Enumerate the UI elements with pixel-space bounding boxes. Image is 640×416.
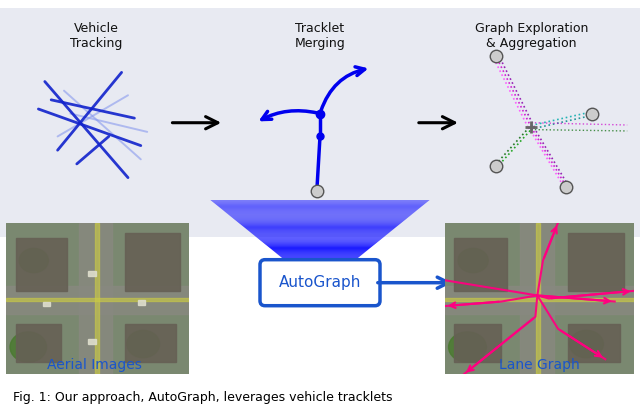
Polygon shape	[276, 253, 364, 254]
Polygon shape	[250, 232, 390, 233]
Circle shape	[570, 330, 604, 358]
Polygon shape	[285, 260, 355, 262]
Text: Graph Exploration
& Aggregation: Graph Exploration & Aggregation	[474, 22, 588, 50]
Polygon shape	[215, 204, 425, 205]
Polygon shape	[262, 242, 378, 243]
Polygon shape	[245, 228, 395, 229]
Bar	[454, 238, 507, 291]
Bar	[15, 324, 61, 362]
Polygon shape	[219, 207, 421, 208]
Polygon shape	[241, 225, 399, 226]
Circle shape	[458, 248, 488, 272]
Polygon shape	[270, 248, 370, 249]
Polygon shape	[239, 223, 401, 224]
Bar	[125, 233, 180, 291]
Bar	[568, 324, 620, 362]
Bar	[43, 302, 50, 306]
Polygon shape	[271, 249, 369, 250]
Polygon shape	[230, 215, 410, 216]
Polygon shape	[216, 205, 424, 206]
Polygon shape	[220, 208, 420, 209]
Polygon shape	[268, 246, 372, 247]
Bar	[15, 238, 67, 291]
Polygon shape	[258, 238, 382, 240]
Polygon shape	[269, 247, 371, 248]
Bar	[445, 298, 634, 301]
Polygon shape	[240, 224, 400, 225]
Polygon shape	[243, 226, 397, 227]
Polygon shape	[254, 235, 386, 236]
Polygon shape	[249, 231, 391, 232]
Polygon shape	[275, 252, 365, 253]
Text: Fig. 1: Our approach, AutoGraph, leverages vehicle tracklets: Fig. 1: Our approach, AutoGraph, leverag…	[13, 391, 392, 404]
Polygon shape	[248, 230, 392, 231]
Bar	[88, 339, 96, 344]
Polygon shape	[234, 218, 406, 220]
Circle shape	[19, 248, 49, 272]
Polygon shape	[221, 209, 419, 210]
Polygon shape	[224, 211, 416, 212]
Polygon shape	[246, 229, 394, 230]
FancyBboxPatch shape	[260, 260, 380, 306]
Bar	[568, 233, 624, 291]
Bar	[95, 223, 99, 374]
Polygon shape	[211, 201, 429, 202]
Bar	[6, 286, 189, 314]
Polygon shape	[283, 258, 357, 260]
Text: AutoGraph: AutoGraph	[279, 275, 361, 290]
Polygon shape	[244, 227, 396, 228]
Text: Vehicle
Tracking: Vehicle Tracking	[70, 22, 122, 50]
Polygon shape	[263, 243, 377, 244]
Polygon shape	[252, 233, 388, 234]
Circle shape	[449, 332, 486, 362]
Bar	[536, 223, 540, 374]
Polygon shape	[266, 245, 374, 246]
Bar	[138, 300, 145, 305]
Polygon shape	[214, 203, 426, 204]
Polygon shape	[223, 210, 417, 211]
Polygon shape	[237, 222, 403, 223]
Polygon shape	[278, 254, 362, 255]
Polygon shape	[273, 250, 367, 251]
Bar	[125, 324, 176, 362]
Polygon shape	[226, 212, 415, 213]
Polygon shape	[218, 206, 422, 207]
Bar	[79, 223, 112, 374]
Polygon shape	[210, 200, 430, 201]
Polygon shape	[212, 202, 428, 203]
Bar	[454, 324, 502, 362]
FancyBboxPatch shape	[0, 6, 640, 242]
Polygon shape	[260, 240, 380, 242]
Text: Tracklet
Merging: Tracklet Merging	[294, 22, 346, 50]
Polygon shape	[255, 236, 385, 238]
Text: Aerial Images: Aerial Images	[47, 358, 142, 372]
Polygon shape	[228, 214, 412, 215]
Bar	[520, 223, 554, 374]
Polygon shape	[274, 251, 366, 252]
Polygon shape	[227, 213, 413, 214]
Polygon shape	[231, 216, 409, 218]
Text: Lane Graph: Lane Graph	[499, 358, 580, 372]
Polygon shape	[264, 244, 376, 245]
Polygon shape	[236, 220, 404, 222]
Polygon shape	[280, 256, 360, 258]
Polygon shape	[253, 234, 387, 235]
Bar	[88, 271, 96, 276]
Circle shape	[127, 330, 159, 358]
Polygon shape	[279, 255, 361, 256]
Bar	[6, 298, 189, 301]
Circle shape	[10, 332, 47, 362]
Bar	[445, 286, 634, 314]
